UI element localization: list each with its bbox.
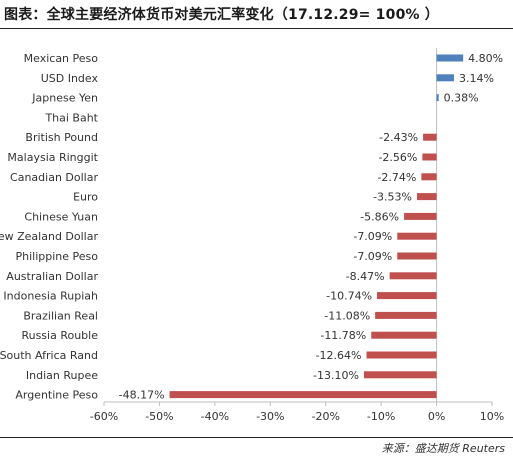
category-label: Philippine Peso	[16, 250, 99, 263]
x-tick-label: -30%	[256, 410, 284, 423]
bar	[363, 371, 437, 379]
category-label: Indonesia Rupiah	[3, 290, 98, 303]
bar-chart: -60% -50% -40% -30% -20% -10% 0% 10% Mexican Pes…	[0, 48, 504, 423]
category-label: New Zealand Dollar	[0, 230, 98, 243]
chart-title: 图表：全球主要经济体货币对美元汇率变化（17.12.29= 100% ）	[4, 7, 440, 23]
value-label: -8.47%	[346, 270, 385, 283]
bar	[366, 351, 437, 359]
category-label: Euro	[73, 191, 98, 204]
footer-divider	[0, 437, 513, 438]
category-label: British Pound	[25, 131, 98, 144]
value-label: -2.43%	[379, 131, 418, 144]
bar	[404, 212, 437, 220]
x-tick-label: -20%	[312, 410, 340, 423]
category-label: Argentine Peso	[15, 389, 98, 402]
value-label: -7.09%	[353, 250, 392, 263]
bar	[397, 252, 437, 260]
category-label: Thai Baht	[44, 111, 98, 124]
x-tick-label: -60%	[90, 410, 118, 423]
value-label: -11.78%	[320, 329, 366, 342]
title-divider	[0, 28, 513, 29]
bar	[377, 292, 437, 300]
bar	[389, 272, 437, 280]
bar	[423, 133, 437, 141]
bar	[397, 232, 437, 240]
bar	[421, 173, 437, 181]
bar	[436, 94, 439, 102]
category-label: USD Index	[41, 72, 99, 85]
value-label: 0.38%	[444, 92, 479, 105]
x-tick-label: -40%	[201, 410, 229, 423]
category-label: Australian Dollar	[6, 270, 98, 283]
value-label: -2.74%	[377, 171, 416, 184]
category-label: Brazilian Real	[23, 309, 98, 322]
value-label: -2.56%	[378, 151, 417, 164]
x-tick-label: -50%	[145, 410, 173, 423]
value-label: -3.53%	[373, 191, 412, 204]
category-label: Malaysia Ringgit	[7, 151, 98, 164]
value-label: -7.09%	[353, 230, 392, 243]
category-label: Japnese Yen	[31, 92, 98, 105]
x-tick-label: 0%	[428, 410, 445, 423]
value-label: 4.80%	[468, 52, 503, 65]
category-label: Canadian Dollar	[10, 171, 98, 184]
value-label: 3.14%	[459, 72, 494, 85]
bar	[169, 391, 437, 399]
value-label: -13.10%	[313, 369, 359, 382]
bar	[436, 54, 464, 62]
category-label: Russia Rouble	[21, 329, 98, 342]
bar	[375, 311, 437, 319]
value-label: -12.64%	[316, 349, 362, 362]
bar	[436, 74, 454, 82]
bar	[371, 331, 437, 339]
bar	[417, 193, 437, 201]
category-label: South Africa Rand	[0, 349, 98, 362]
category-label: Mexican Peso	[24, 52, 99, 65]
source-note: 来源：盛达期货 Reuters	[381, 442, 505, 455]
x-tick-label: -10%	[367, 410, 395, 423]
value-label: -48.17%	[119, 389, 165, 402]
category-label: Indian Rupee	[26, 369, 98, 382]
bar	[422, 153, 437, 161]
value-label: -10.74%	[326, 290, 372, 303]
x-tick-label: 10%	[480, 410, 504, 423]
value-label: -5.86%	[360, 210, 399, 223]
category-label: Chinese Yuan	[24, 210, 98, 223]
value-label: -11.08%	[324, 309, 370, 322]
